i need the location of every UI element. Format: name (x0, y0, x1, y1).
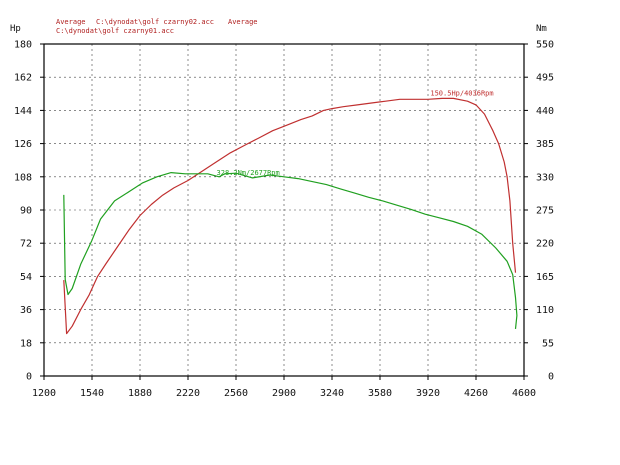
right-tick-label: 440 (536, 106, 554, 117)
left-tick-label: 144 (14, 106, 32, 117)
x-tick-label: 3580 (368, 388, 392, 399)
header-average-label-a: Average (56, 18, 86, 26)
x-tick-label: 4600 (512, 388, 536, 399)
left-axis-ticks: 0 18 36 54 72 90 108 126 144 162 180 (14, 40, 44, 383)
left-tick-label: 108 (14, 172, 32, 183)
x-tick-label: 4260 (464, 388, 488, 399)
right-axis-unit: Nm (536, 24, 547, 34)
left-tick-label: 0 (26, 372, 32, 383)
left-axis-unit: Hp (10, 24, 21, 34)
x-tick-label: 1880 (128, 388, 152, 399)
peak-annotations: 150.5Hp/4036Rpm 328.2Nm/2677Rpm (217, 89, 494, 176)
x-tick-label: 3240 (320, 388, 344, 399)
left-tick-label: 36 (20, 305, 32, 316)
left-tick-label: 162 (14, 73, 32, 84)
right-tick-label: 220 (536, 239, 554, 250)
left-tick-label: 18 (20, 338, 32, 349)
torque-peak-label: 328.2Nm/2677Rpm (217, 169, 280, 177)
x-tick-label: 2900 (272, 388, 296, 399)
right-tick-label: 385 (536, 139, 554, 150)
torque-curve (63, 172, 518, 329)
x-axis-ticks: 1200 1540 1880 2220 2560 2900 3240 3580 3920 4260… (32, 376, 536, 399)
x-tick-label: 2560 (224, 388, 248, 399)
x-tick-label: 1200 (32, 388, 56, 399)
x-tick-label: 3920 (416, 388, 440, 399)
right-tick-label: 165 (536, 272, 554, 283)
chart-header: Average C:\dynodat\golf czarny02.acc Ave… (56, 18, 258, 35)
header-file-golf-czarny01: C:\dynodat\golf czarny01.acc (56, 27, 174, 35)
left-tick-label: 180 (14, 40, 32, 51)
right-axis-ticks: 0 55 110 165 220 275 330 385 440 495 550 (524, 40, 554, 383)
right-tick-label: 0 (548, 372, 554, 383)
right-tick-label: 330 (536, 172, 554, 183)
right-tick-label: 275 (536, 206, 554, 217)
power-curve (63, 97, 517, 335)
right-tick-label: 550 (536, 40, 554, 51)
power-peak-label: 150.5Hp/4036Rpm (430, 89, 493, 97)
left-tick-label: 54 (20, 272, 32, 283)
left-tick-label: 90 (20, 206, 32, 217)
x-tick-label: 1540 (80, 388, 104, 399)
header-average-label-b: Average (228, 18, 258, 26)
grid-lines (44, 44, 524, 376)
right-tick-label: 55 (542, 338, 554, 349)
right-tick-label: 110 (536, 305, 554, 316)
right-tick-label: 495 (536, 73, 554, 84)
left-tick-label: 126 (14, 139, 32, 150)
left-tick-label: 72 (20, 239, 32, 250)
series-lines (63, 97, 518, 335)
header-file-golf-czarny02: C:\dynodat\golf czarny02.acc (96, 18, 214, 26)
x-tick-label: 2220 (176, 388, 200, 399)
